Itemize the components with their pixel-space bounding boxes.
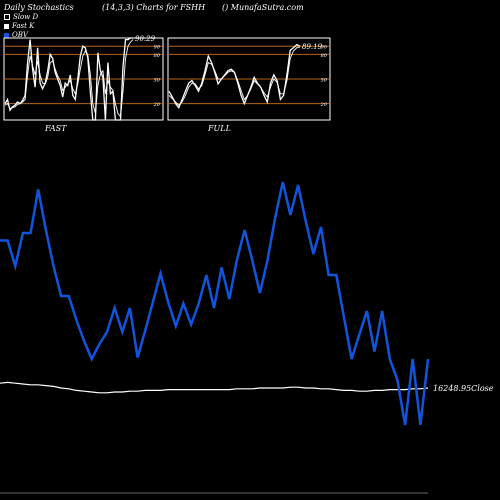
obv-line	[0, 181, 430, 426]
close-value-label: 16248.95Close	[433, 384, 494, 393]
legend-label-obv: OBV	[12, 31, 28, 39]
legend-label-fast-k: Fast K	[12, 22, 35, 30]
slow-d-swatch	[4, 14, 10, 20]
full-tick-label-90: 90	[321, 45, 328, 51]
full-tick-label-20: 20	[320, 102, 328, 108]
legend-item-slow-d: Slow D	[4, 13, 38, 21]
full-panel-title: FULL	[207, 124, 231, 133]
legend-label-slow-d: Slow D	[13, 13, 39, 21]
legend-item-fast-k: Fast K	[4, 22, 34, 30]
fast-tick-label-80: 80	[154, 53, 161, 59]
close-price-line	[0, 381, 429, 394]
fast-series-fast-k	[4, 37, 133, 121]
fast-k-swatch	[4, 23, 9, 29]
full-series-full-d	[168, 46, 301, 106]
full-last-value-label: 89.19	[302, 43, 323, 51]
chart-source: () MunafaSutra.com	[222, 3, 304, 12]
fast-last-value-label: 90.29	[135, 35, 156, 43]
chart-title: Daily Stochastics	[4, 3, 74, 12]
full-tick-label-80: 80	[321, 53, 328, 59]
obv-swatch	[4, 32, 9, 38]
chart-params: (14,3,3) Charts for FSHH	[102, 3, 206, 12]
fast-tick-label-20: 20	[153, 102, 161, 108]
full-tick-label-50: 50	[321, 78, 328, 84]
fast-series-slow-d	[4, 39, 134, 118]
fast-tick-label-90: 90	[154, 45, 161, 51]
fast-tick-label-50: 50	[154, 78, 161, 84]
fast-panel-title: FAST	[44, 124, 67, 133]
legend-item-obv: OBV	[4, 31, 28, 39]
